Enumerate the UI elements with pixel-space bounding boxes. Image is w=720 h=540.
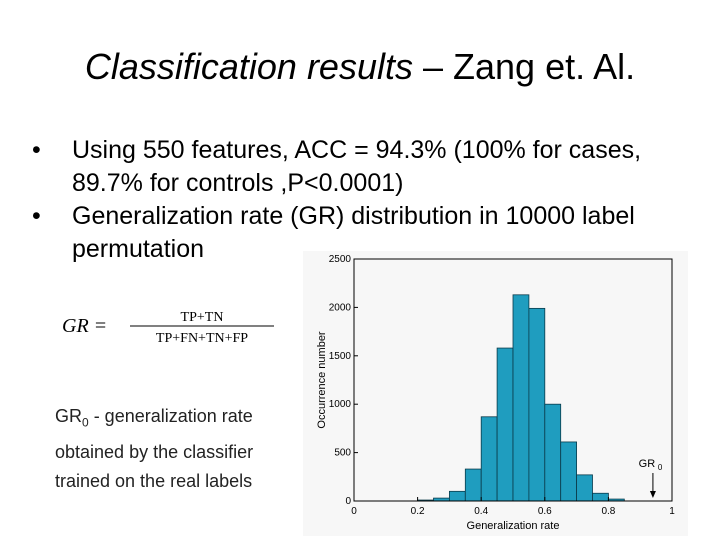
y-tick-label: 0	[345, 496, 351, 507]
slide-title-rest: – Zang et. Al.	[412, 46, 636, 87]
histogram-bar	[528, 307, 546, 502]
x-tick-label: 0.2	[411, 506, 425, 517]
histogram-bar	[544, 403, 562, 502]
gr-histogram: 0 0.2 0.4 0.6 0.8 1 0 500 1000 1500 2000 2500 Occur…	[303, 251, 688, 536]
bullet-text: Using 550 features, ACC = 94.3% (100% fo…	[72, 136, 642, 197]
histogram-bar	[576, 474, 593, 502]
x-tick-label: 0.6	[538, 506, 552, 517]
x-tick-label: 0	[351, 506, 357, 517]
gr0-text: - generalization rate obtained by the cl…	[55, 406, 254, 491]
x-tick-label: 1	[669, 506, 675, 517]
histogram-svg: 0 0.2 0.4 0.6 0.8 1 0 500 1000 1500 2000 2500 Occur…	[316, 254, 675, 532]
histogram-bar	[512, 294, 530, 502]
histogram-bar	[560, 441, 578, 502]
x-tick-label: 0.8	[601, 506, 615, 517]
formula-numerator: TP+TN	[181, 310, 224, 325]
gr0-annotation-sub: 0	[658, 463, 663, 472]
y-axis-label: Occurrence number	[316, 331, 328, 429]
slide-title-italic: Classification results	[84, 46, 413, 87]
histogram-bar	[592, 492, 609, 502]
x-tick-label: 0.4	[474, 506, 488, 517]
bullet-dot-icon: •	[32, 202, 41, 230]
histogram-bar	[496, 347, 514, 502]
y-tick-label: 2500	[329, 254, 352, 265]
y-tick-label: 1000	[329, 399, 352, 410]
slide-title: Classification results – Zang et. Al.	[0, 42, 720, 92]
bullet-list: • Using 550 features, ACC = 94.3% (100% …	[30, 134, 690, 266]
y-tick-label: 1500	[329, 351, 352, 362]
bullet-item: • Generalization rate (GR) distribution …	[30, 200, 690, 266]
formula-denominator: TP+FN+TN+FP	[156, 331, 248, 346]
formula-lhs: GR =	[62, 315, 107, 337]
gr0-subscript: 0	[82, 415, 89, 430]
bullet-text: Generalization rate (GR) distribution in…	[72, 202, 635, 263]
bullet-dot-icon: •	[32, 136, 41, 164]
plot-frame	[353, 258, 673, 502]
gr0-term: GR	[55, 406, 82, 426]
gr0-arrowhead-icon	[649, 491, 656, 498]
gr-formula: GR = TP+TN TP+FN+TN+FP	[62, 306, 282, 346]
gr0-annotation-label: GR	[639, 458, 656, 470]
histogram-bar	[480, 416, 498, 502]
histogram-bar	[448, 490, 466, 502]
histogram-bar	[464, 468, 482, 502]
y-tick-label: 500	[334, 448, 351, 459]
x-axis-label: Generalization rate	[467, 520, 560, 532]
bullet-item: • Using 550 features, ACC = 94.3% (100% …	[30, 134, 690, 200]
gr0-note: GR0 - generalization rate obtained by th…	[55, 402, 305, 496]
y-tick-label: 2000	[329, 302, 352, 313]
